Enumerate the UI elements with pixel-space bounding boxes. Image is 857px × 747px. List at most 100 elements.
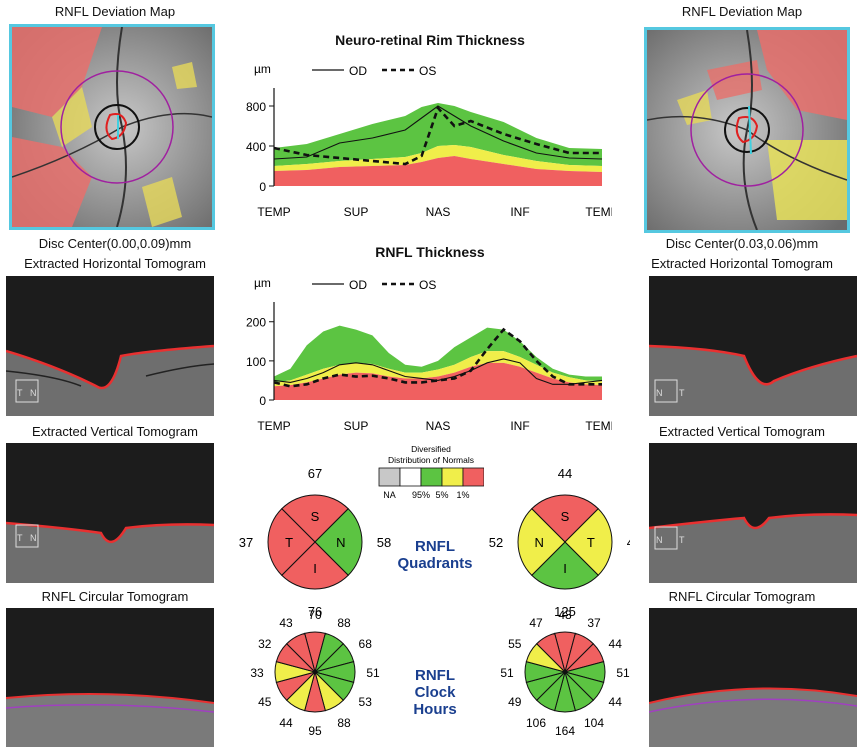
x-tick-label: TEMP <box>585 419 612 433</box>
x-tick-label: INF <box>510 419 529 433</box>
x-tick-label: NAS <box>426 205 451 219</box>
left-v-mark-t: T <box>17 533 23 543</box>
rim-chart-title: Neuro-retinal Rim Thickness <box>335 32 525 48</box>
chart-unit-label: µm <box>254 276 271 290</box>
quadrant-letter: I <box>563 561 567 576</box>
rnfl-thickness-chart: µm OD OS 0 100 200 TEMP SUP NAS INF TEMP <box>246 276 612 433</box>
quadrant-value: 58 <box>377 535 391 550</box>
clock-hour-value: 47 <box>529 616 543 630</box>
quadrant-value: 67 <box>308 466 322 481</box>
pie-charts-area: S 67 N 58 I 76 T 37 S 44 T 46 I 125 N 52 70 88 68 51 53 88 95 4… <box>239 466 630 738</box>
quadrant-letter: N <box>336 535 345 550</box>
y-tick-label: 200 <box>246 316 266 330</box>
right-vertical-tomogram: N T <box>649 443 857 583</box>
quadrant-letter: N <box>534 535 543 550</box>
series-line-os <box>273 327 602 388</box>
left-circular-tomogram <box>6 608 214 747</box>
quadrant-value: 52 <box>489 535 503 550</box>
clock-hour-value: 70 <box>308 608 322 622</box>
clock-hour-sector <box>286 632 316 674</box>
clock-hour-value: 164 <box>555 724 575 738</box>
clock-hour-value: 43 <box>279 616 293 630</box>
right-circular-tomogram-title: RNFL Circular Tomogram <box>668 589 816 604</box>
clock-hour-value: 32 <box>258 637 272 651</box>
band-red-abnormal <box>274 156 602 186</box>
left-disc-center: Disc Center(0.00,0.09)mm <box>38 236 192 251</box>
series-line-od <box>273 105 603 160</box>
y-tick-label: 0 <box>259 394 266 408</box>
quadrants-label-line1: RNFL <box>415 538 455 555</box>
left-circular-tomogram-title: RNFL Circular Tomogram <box>41 589 189 604</box>
y-tick-label: 100 <box>246 355 266 369</box>
left-h-mark-t: T <box>17 388 23 398</box>
series-line-os <box>273 105 602 166</box>
right-vertical-tomogram-title: Extracted Vertical Tomogram <box>659 424 825 439</box>
legend-label: 95% <box>412 490 430 500</box>
right-disc-center: Disc Center(0.03,0.06)mm <box>665 236 819 251</box>
x-tick-label: TEMP <box>585 205 612 219</box>
rnfl-chart-title: RNFL Thickness <box>375 244 485 260</box>
clock-hour-value: 68 <box>359 637 373 651</box>
right-deviation-map-title: RNFL Deviation Map <box>681 4 803 19</box>
right-circular-tomogram <box>649 608 857 747</box>
quadrant-letter: S <box>561 509 570 524</box>
clock-hour-value: 55 <box>508 637 522 651</box>
x-tick-label: NAS <box>426 419 451 433</box>
left-horizontal-tomogram-title: Extracted Horizontal Tomogram <box>24 256 206 271</box>
quadrant-sector-n <box>517 508 566 576</box>
quadrant-sector-n <box>314 508 363 576</box>
rnfl-quadrants-label: RNFL Quadrants <box>395 538 475 572</box>
quadrant-letter: T <box>587 535 595 550</box>
clock-hour-value: 104 <box>584 716 604 730</box>
rim-thickness-chart: µm OD OS 0 400 800 TEMP SUP NAS INF TEMP <box>246 62 612 219</box>
left-deviation-map-title: RNFL Deviation Map <box>54 4 176 19</box>
quadrant-letter: S <box>311 509 320 524</box>
legend-title-line2: Distribution of Normals <box>388 455 474 465</box>
band-red-abnormal <box>274 362 602 400</box>
rnfl-clock-hours-label: RNFL Clock Hours <box>395 667 475 718</box>
band-green-normal <box>274 103 602 166</box>
y-tick-label: 0 <box>259 180 266 194</box>
x-tick-label: TEMP <box>257 419 290 433</box>
legend-od-label: OD <box>349 278 367 292</box>
clock-hour-value: 48 <box>558 608 572 622</box>
clock-hour-value: 44 <box>609 695 623 709</box>
x-tick-label: SUP <box>344 205 369 219</box>
clock-hour-value: 88 <box>337 716 351 730</box>
quadrant-sector-i <box>281 541 349 590</box>
right-h-mark-n: N <box>656 388 663 398</box>
band-yellow-borderline <box>274 351 602 387</box>
clock-hour-value: 45 <box>258 695 272 709</box>
clock-hour-value: 51 <box>500 666 514 680</box>
clock-label-line1: RNFL <box>415 667 455 684</box>
quadrant-value: 44 <box>558 466 572 481</box>
clock-hour-value: 95 <box>308 724 322 738</box>
quadrant-sector-t <box>564 508 613 576</box>
clock-hour-value: 44 <box>609 637 623 651</box>
left-deviation-map-image <box>9 24 215 230</box>
quadrant-value: 76 <box>308 604 322 619</box>
legend-os-label: OS <box>419 64 436 78</box>
left-v-mark-n: N <box>30 533 37 543</box>
clock-hour-value: 53 <box>359 695 373 709</box>
x-tick-label: SUP <box>344 419 369 433</box>
clock-hour-value: 44 <box>279 716 293 730</box>
clock-hour-value: 88 <box>337 616 351 630</box>
quadrant-value: 37 <box>239 535 253 550</box>
legend-label: 1% <box>456 490 469 500</box>
legend-label: 5% <box>435 490 448 500</box>
right-deviation-map-image <box>644 27 850 233</box>
clock-label-line2: Clock <box>414 684 456 701</box>
right-horizontal-tomogram-title: Extracted Horizontal Tomogram <box>651 256 833 271</box>
y-tick-label: 400 <box>246 140 266 154</box>
left-vertical-tomogram: T N <box>6 443 214 583</box>
quadrant-letter: T <box>285 535 293 550</box>
quadrant-sector-t <box>267 508 316 576</box>
quadrant-value: 125 <box>554 604 576 619</box>
quadrants-label-line2: Quadrants <box>397 555 473 572</box>
band-yellow-borderline <box>274 145 602 172</box>
left-horizontal-tomogram: T N <box>6 276 214 416</box>
clock-hour-value: 51 <box>366 666 380 680</box>
quadrant-value: 46 <box>627 535 630 550</box>
x-tick-label: TEMP <box>257 205 290 219</box>
